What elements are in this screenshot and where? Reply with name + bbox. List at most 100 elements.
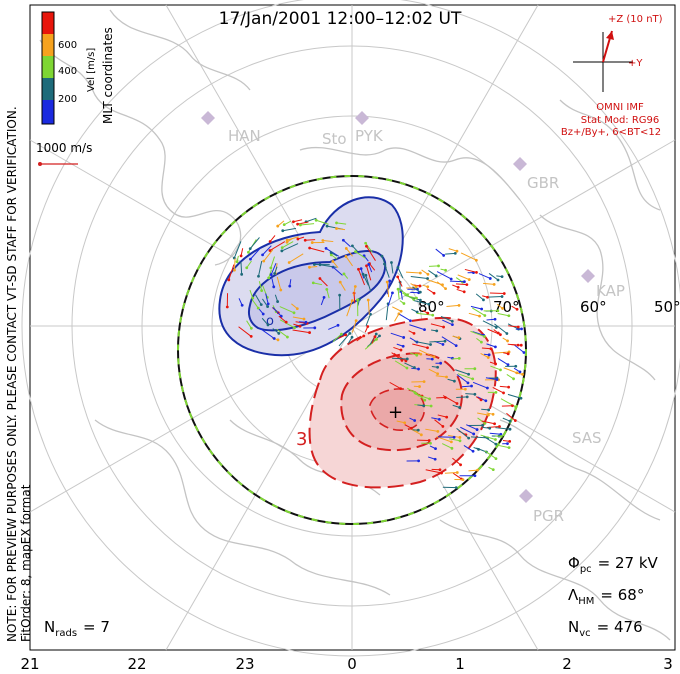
velocity-vector xyxy=(386,281,390,298)
velocity-vector xyxy=(506,412,516,421)
velocity-vector xyxy=(502,337,508,342)
n-vc-value: = 476 xyxy=(597,618,643,636)
velocity-vector xyxy=(392,306,402,312)
velocity-vector xyxy=(292,316,305,320)
velocity-vector xyxy=(300,223,315,226)
velocity-vector xyxy=(397,276,403,287)
velocity-vector xyxy=(352,245,358,252)
velocity-vector xyxy=(436,271,452,280)
mlt-axis: 21 22 23 0 1 2 3 xyxy=(20,655,672,673)
lat-label-70: 70° xyxy=(493,298,520,316)
velocity-vector xyxy=(489,292,505,295)
velocity-vector xyxy=(482,295,488,298)
velocity-vector xyxy=(305,217,317,223)
positive-potential-cell: + 3 xyxy=(296,316,497,489)
velocity-vector xyxy=(369,263,376,271)
velocity-vector xyxy=(228,264,235,280)
velocity-vector xyxy=(426,288,435,294)
velocity-vector xyxy=(386,280,391,295)
velocity-vector xyxy=(486,318,496,321)
velocity-vector xyxy=(464,268,477,273)
velocity-vector xyxy=(297,236,305,240)
velocity-vector xyxy=(445,252,456,255)
imf-indicator: +Z (10 nT) +Y OMNI IMF Stat Mod: RG96 Bz… xyxy=(561,14,663,138)
velocity-vector xyxy=(276,276,282,291)
velocity-vector xyxy=(286,238,293,243)
potential-max-marker: + xyxy=(388,402,403,423)
station-label-pgr: PGR xyxy=(533,507,564,525)
station-marker xyxy=(581,269,595,283)
velocity-vector xyxy=(468,469,478,472)
velocity-vector xyxy=(397,288,408,296)
velocity-vector xyxy=(313,282,323,286)
velocity-vector xyxy=(298,321,307,323)
lambda-hm-value: = 68° xyxy=(600,586,644,604)
velocity-vector xyxy=(499,385,509,388)
velocity-vector xyxy=(346,300,353,317)
velocity-vector xyxy=(400,290,403,300)
velocity-vector xyxy=(457,373,473,380)
velocity-vector xyxy=(332,261,339,268)
colorbar-tick-400: 400 xyxy=(58,66,77,77)
velocity-vector xyxy=(238,326,252,337)
velocity-vector xyxy=(343,273,349,279)
velocity-vector xyxy=(411,308,418,313)
velocity-vector xyxy=(338,333,351,347)
mlt-tick: 3 xyxy=(663,655,673,673)
velocity-vector xyxy=(274,266,278,274)
velocity-vector xyxy=(412,286,421,293)
velocity-vector xyxy=(355,251,366,259)
velocity-vector xyxy=(278,315,287,323)
velocity-vector xyxy=(339,281,346,291)
velocity-vector xyxy=(297,221,309,225)
phi-pc-subscript: pc xyxy=(580,564,592,575)
velocity-vector xyxy=(481,347,491,350)
velocity-vector xyxy=(399,313,411,322)
imf-y-label: +Y xyxy=(628,58,643,69)
velocity-vector xyxy=(486,343,496,348)
colorbar-tick-600: 600 xyxy=(58,40,77,51)
velocity-vector xyxy=(440,268,446,271)
velocity-vector xyxy=(345,256,353,267)
n-vc-stat: Nvc = 476 xyxy=(568,618,643,639)
velocity-vector xyxy=(475,396,482,401)
coastline xyxy=(539,214,656,381)
velocity-vector xyxy=(444,472,458,474)
velocity-vector xyxy=(496,275,503,278)
velocity-vector xyxy=(503,367,518,374)
velocity-vector xyxy=(336,222,347,225)
velocity-vector xyxy=(452,335,459,339)
velocity-vector xyxy=(366,265,372,281)
phi-pc-symbol: Φ xyxy=(568,554,580,572)
velocity-vector xyxy=(429,445,436,450)
lambda-hm-stat: ΛHM = 68° xyxy=(568,586,644,607)
velocity-vector xyxy=(502,417,511,422)
velocity-vector xyxy=(358,269,366,286)
velocity-vector xyxy=(269,241,286,251)
station-label-kap: KAP xyxy=(596,282,625,300)
vector-origin xyxy=(292,220,295,224)
velocity-vector xyxy=(463,444,474,452)
lat-circle-45 xyxy=(21,0,680,657)
coastline xyxy=(299,146,521,201)
velocity-vector xyxy=(475,293,484,301)
velocity-vector xyxy=(288,253,304,263)
velocity-vector xyxy=(416,312,433,316)
velocity-vector xyxy=(472,381,488,389)
velocity-vector xyxy=(460,252,477,261)
velocity-vector xyxy=(249,237,260,249)
velocity-vector xyxy=(452,457,461,466)
velocity-vector xyxy=(425,469,442,474)
n-rads-subscript: rads xyxy=(55,628,77,639)
velocity-vector xyxy=(451,357,460,360)
velocity-vector xyxy=(506,374,514,380)
velocity-vector xyxy=(429,340,446,343)
velocity-vector xyxy=(457,274,470,281)
velocity-vector xyxy=(477,412,489,416)
velocity-vector xyxy=(281,243,299,252)
velocity-vector xyxy=(347,337,353,344)
velocity-vector xyxy=(274,294,279,302)
velocity-vector xyxy=(293,219,303,223)
colorbar-segment xyxy=(42,12,54,34)
velocity-vector xyxy=(483,353,490,356)
